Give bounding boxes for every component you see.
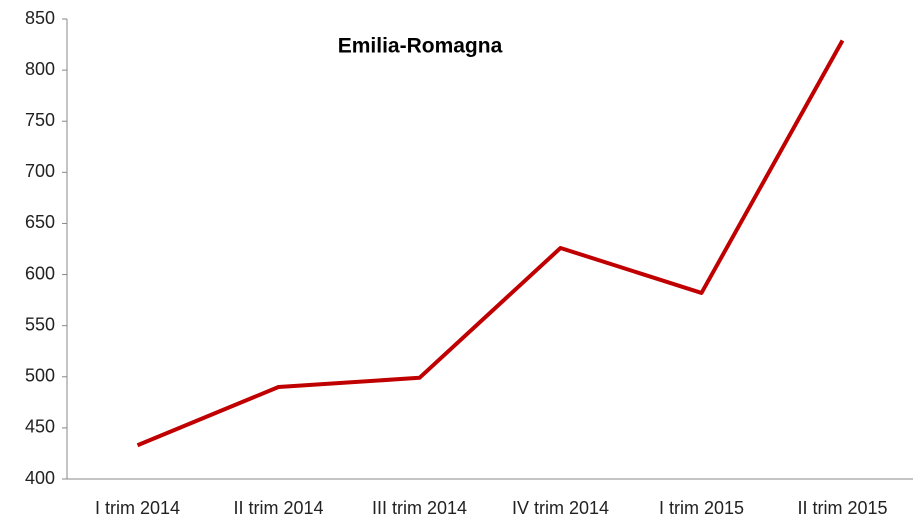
line (136, 39, 845, 448)
y-tick-label: 850 (25, 8, 55, 28)
x-tick-label: II trim 2014 (233, 498, 323, 518)
y-tick-label: 800 (25, 59, 55, 79)
y-tick-label: 500 (25, 366, 55, 386)
x-tick-label: I trim 2015 (659, 498, 744, 518)
y-tick-label: 600 (25, 263, 55, 283)
y-tick-label: 650 (25, 212, 55, 232)
y-tick-label: 400 (25, 468, 55, 488)
y-tick-label: 700 (25, 161, 55, 181)
x-tick-label: II trim 2015 (797, 498, 887, 518)
y-tick-label: 450 (25, 417, 55, 437)
y-tick-label: 750 (25, 110, 55, 130)
chart-title: Emilia-Romagna (338, 35, 503, 58)
x-tick-label: IV trim 2014 (512, 498, 609, 518)
x-tick-label: I trim 2014 (95, 498, 180, 518)
x-tick-label: III trim 2014 (372, 498, 467, 518)
y-tick-label: 550 (25, 314, 55, 334)
